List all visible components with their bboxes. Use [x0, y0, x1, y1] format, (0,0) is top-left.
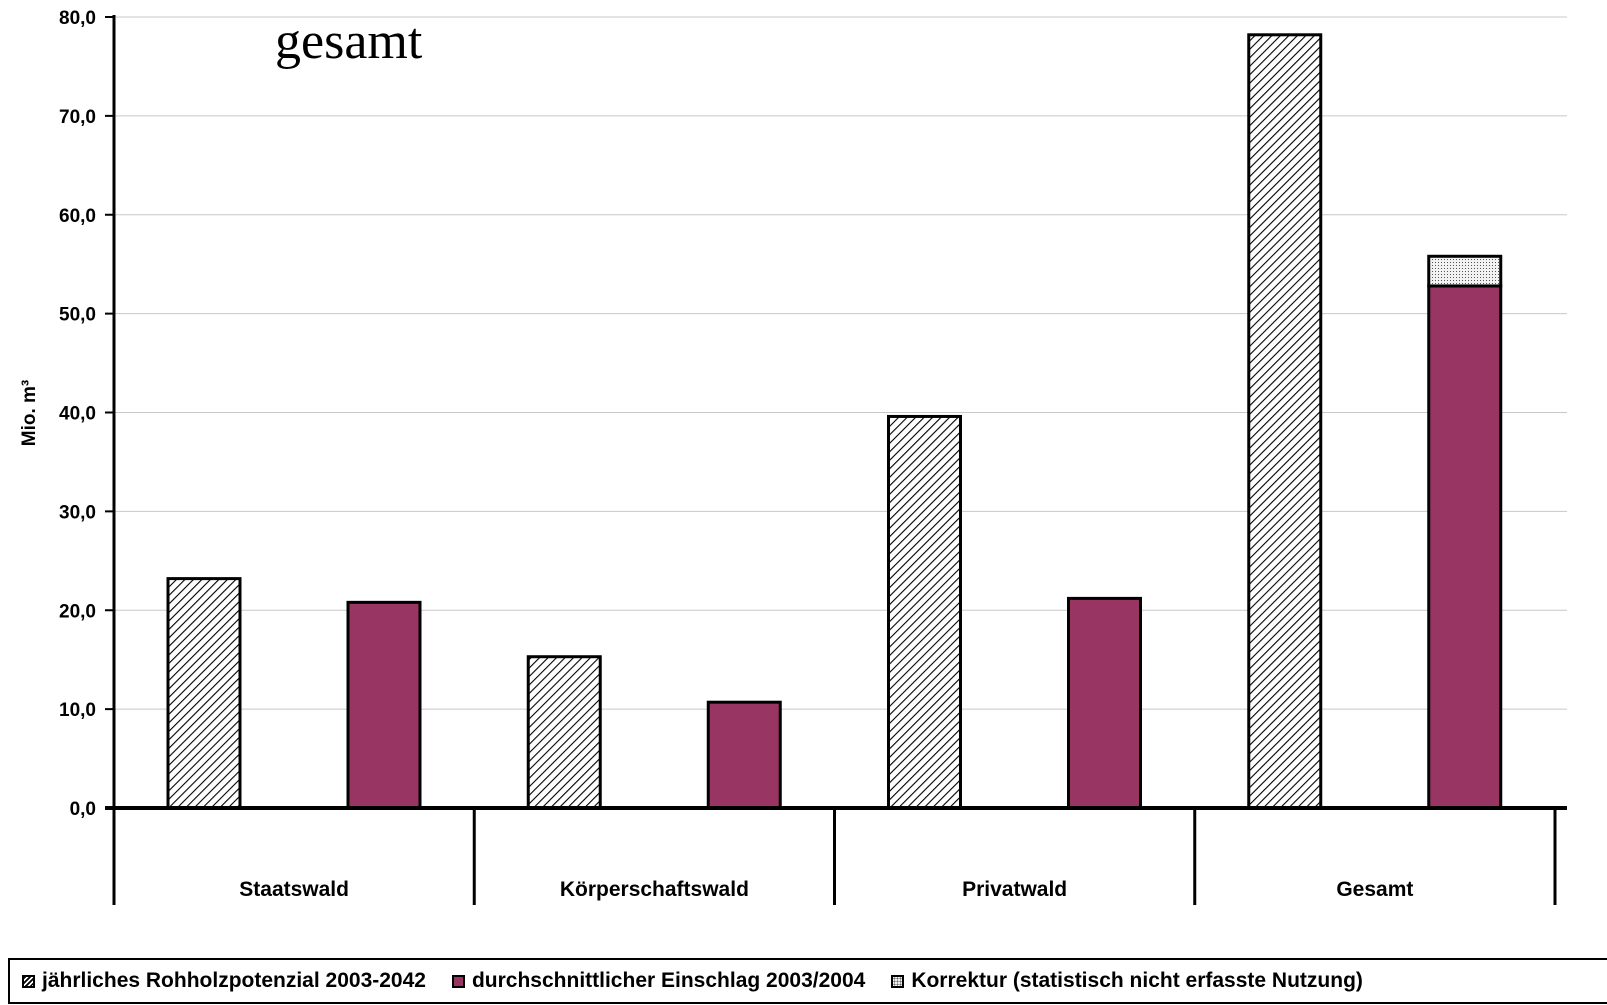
bar-potenzial	[526, 655, 602, 810]
legend-label-potenzial: jährliches Rohholzpotenzial 2003-2042	[42, 969, 426, 992]
solid-swatch-icon	[451, 974, 465, 988]
y-tick-label: 30,0	[59, 502, 96, 523]
dotted-swatch-icon	[891, 974, 905, 988]
x-category-label: Privatwald	[962, 878, 1067, 901]
bar-korrektur	[1427, 254, 1503, 288]
legend-item-korrektur: Korrektur (statistisch nicht erfasste Nu…	[891, 969, 1363, 993]
y-tick-label: 80,0	[59, 8, 96, 29]
chart: 0,0 10,0 20,0 30,0 40,0 50,0 60,0 70,0 80,0 Staat…	[19, 8, 1567, 905]
x-category-label: Staatswald	[239, 878, 349, 901]
bar-potenzial	[887, 414, 962, 810]
y-tick-label: 0,0	[70, 799, 96, 820]
x-category-label: Gesamt	[1336, 878, 1413, 901]
labels: 0,0 10,0 20,0 30,0 40,0 50,0 60,0 70,0 80,0 Staat…	[59, 8, 1413, 901]
y-tick-label: 40,0	[59, 404, 96, 425]
legend-label-einschlag: durchschnittlicher Einschlag 2003/2004	[471, 969, 866, 992]
gridlines	[114, 16, 1567, 710]
legend-label-korrektur: Korrektur (statistisch nicht erfasste Nu…	[911, 969, 1363, 992]
hatch-swatch-icon	[22, 974, 35, 988]
legend-item-einschlag: durchschnittlicher Einschlag 2003/2004	[451, 969, 866, 993]
y-tick-label: 20,0	[59, 601, 96, 622]
bar-potenzial	[166, 577, 242, 810]
y-tick-label: 50,0	[59, 305, 96, 326]
bar-einschlag	[706, 700, 782, 810]
y-tick-label: 10,0	[59, 700, 96, 721]
bar-einschlag	[1427, 284, 1503, 810]
chart-title: gesamt	[275, 13, 423, 70]
bar-einschlag	[346, 600, 422, 810]
bars	[166, 33, 1503, 810]
bar-potenzial	[1247, 33, 1323, 810]
x-category-label: Körperschaftswald	[560, 878, 749, 901]
y-tick-label: 60,0	[59, 206, 96, 227]
y-tick-label: 70,0	[59, 107, 96, 128]
y-axis-label: Mio. m³	[19, 380, 40, 447]
legend: jährliches Rohholzpotenzial 2003-2042 du…	[8, 958, 1607, 1004]
bar-einschlag	[1067, 596, 1142, 810]
legend-item-potenzial: jährliches Rohholzpotenzial 2003-2042	[22, 969, 426, 993]
axes	[105, 15, 1567, 905]
